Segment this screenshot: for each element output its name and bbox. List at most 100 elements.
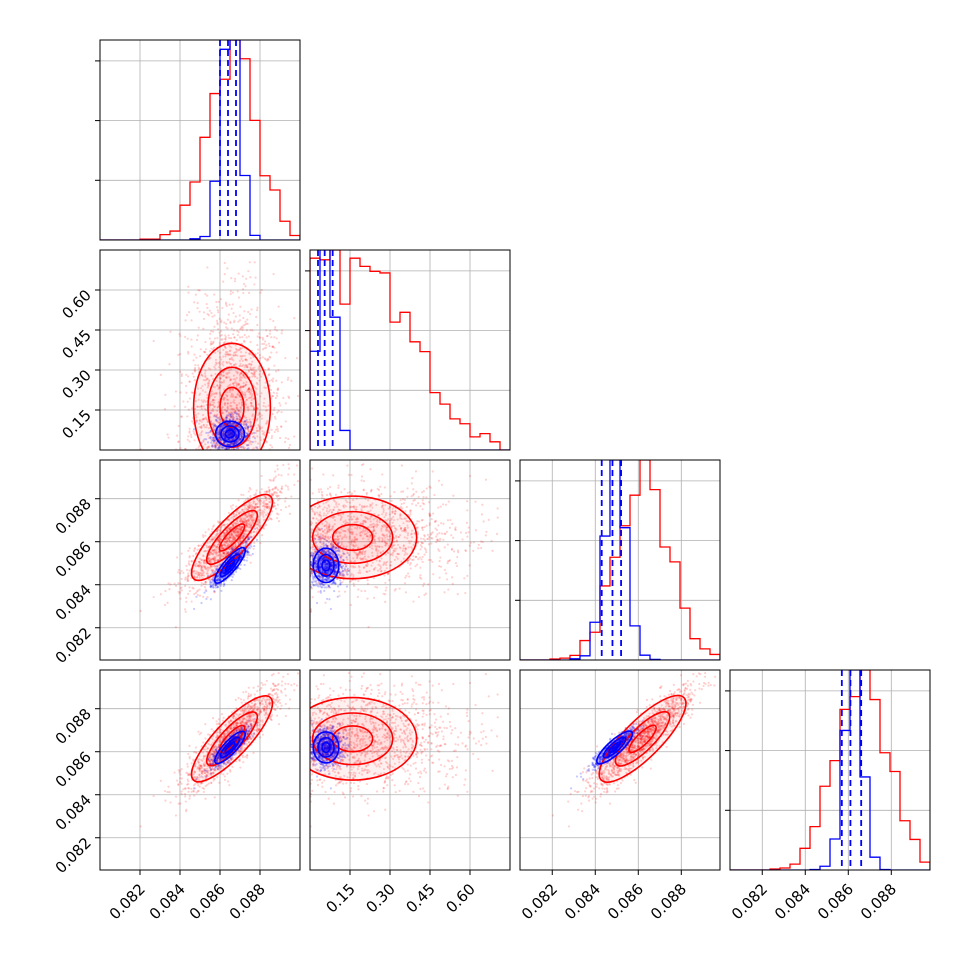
scatter-point [237, 439, 240, 442]
scatter-point [234, 353, 237, 356]
scatter-point [228, 528, 231, 531]
scatter-point [240, 434, 243, 437]
scatter-point [255, 530, 258, 533]
scatter-point [218, 386, 221, 389]
scatter-point [243, 310, 246, 313]
scatter-point [472, 541, 475, 544]
scatter-point [284, 440, 287, 444]
scatter-point [229, 415, 232, 418]
scatter-point [232, 359, 235, 362]
scatter-point [221, 423, 224, 427]
scatter-point [272, 319, 275, 323]
scatter-point [164, 393, 167, 396]
scatter-point [216, 533, 219, 536]
scatter-point [214, 367, 217, 370]
scatter-point [231, 422, 234, 426]
scatter-point [284, 356, 287, 360]
scatter-point [223, 531, 226, 534]
scatter-point [211, 443, 214, 446]
scatter-point [227, 433, 230, 436]
scatter-point [179, 587, 182, 590]
scatter-point [200, 569, 203, 572]
scatter-point [249, 524, 252, 527]
scatter-point [208, 357, 211, 360]
scatter-point [230, 434, 233, 437]
scatter-point [193, 366, 197, 370]
scatter-point [245, 423, 248, 426]
scatter-point [256, 498, 259, 501]
scatter-point [258, 428, 261, 431]
scatter-point [207, 434, 210, 437]
scatter-point [188, 555, 191, 558]
scatter-point [216, 306, 219, 309]
scatter-point [218, 551, 221, 554]
scatter-point [263, 397, 266, 400]
scatter-point [240, 372, 243, 375]
scatter-point [337, 484, 340, 487]
scatter-point [225, 353, 228, 356]
scatter-point [257, 403, 260, 406]
scatter-point [306, 482, 308, 484]
scatter-point [223, 533, 226, 536]
scatter-point [260, 426, 264, 429]
scatter-point [230, 276, 233, 280]
scatter-point [250, 398, 253, 402]
scatter-point [249, 393, 252, 396]
scatter-point [259, 438, 262, 442]
scatter-point [197, 412, 200, 415]
scatter-point [235, 530, 238, 533]
scatter-point [258, 379, 261, 382]
scatter-point [230, 307, 233, 310]
scatter-point [307, 343, 309, 345]
scatter-point [219, 367, 223, 370]
scatter-point [209, 342, 213, 345]
scatter-point [188, 547, 191, 550]
scatter-point [246, 322, 249, 325]
scatter-point [234, 530, 237, 534]
scatter-point [259, 357, 262, 360]
scatter-point [277, 341, 281, 344]
scatter-point [195, 590, 199, 593]
scatter-point [212, 422, 215, 425]
scatter-point [188, 563, 191, 566]
scatter-point [237, 446, 240, 449]
scatter-point [241, 420, 244, 423]
scatter-point [241, 385, 245, 388]
scatter-point [216, 567, 219, 571]
scatter-point [226, 539, 229, 543]
scatter-point [202, 327, 205, 330]
scatter-point [222, 432, 225, 435]
scatter-point [197, 366, 200, 369]
scatter-point [240, 529, 243, 532]
scatter-point [244, 427, 247, 431]
scatter-point [232, 382, 235, 385]
scatter-point [244, 320, 247, 323]
scatter-point [210, 311, 213, 315]
scatter-point [188, 380, 191, 383]
scatter-point [224, 550, 227, 553]
scatter-point [193, 379, 196, 382]
scatter-point [225, 415, 228, 418]
scatter-point [244, 358, 247, 361]
scatter-point [187, 579, 190, 582]
scatter-point [249, 561, 252, 564]
scatter-point [244, 384, 247, 387]
panel-frame [99, 249, 301, 451]
scatter-point [198, 289, 201, 292]
scatter-point [266, 502, 269, 506]
scatter-point [224, 303, 228, 306]
scatter-point [258, 413, 262, 416]
scatter-point [287, 446, 291, 449]
scatter-point [232, 384, 236, 387]
scatter-point [246, 364, 249, 367]
scatter-point [222, 434, 225, 438]
scatter-point [227, 537, 231, 540]
scatter-point [233, 437, 236, 440]
scatter-point [231, 442, 234, 445]
scatter-point [253, 500, 256, 503]
scatter-point [220, 319, 223, 322]
scatter-point [240, 376, 244, 379]
scatter-point [206, 353, 209, 356]
scatter-point [220, 524, 224, 527]
scatter-point [231, 415, 234, 418]
